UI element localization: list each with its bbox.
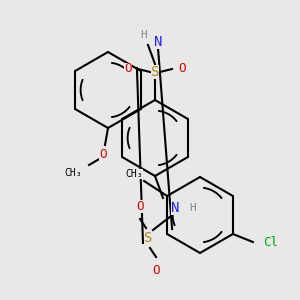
Text: CH₃: CH₃ (125, 169, 143, 179)
Text: O: O (152, 263, 160, 277)
Text: O: O (178, 62, 186, 76)
Text: Cl: Cl (263, 236, 278, 248)
Text: H: H (190, 203, 196, 213)
Text: N: N (154, 35, 162, 49)
Text: CH₃: CH₃ (64, 168, 82, 178)
Text: S: S (151, 65, 159, 79)
Text: O: O (99, 148, 107, 160)
Text: H: H (141, 30, 147, 40)
Text: O: O (124, 62, 132, 76)
Text: S: S (144, 231, 152, 245)
Text: N: N (171, 201, 179, 215)
Text: O: O (136, 200, 144, 212)
